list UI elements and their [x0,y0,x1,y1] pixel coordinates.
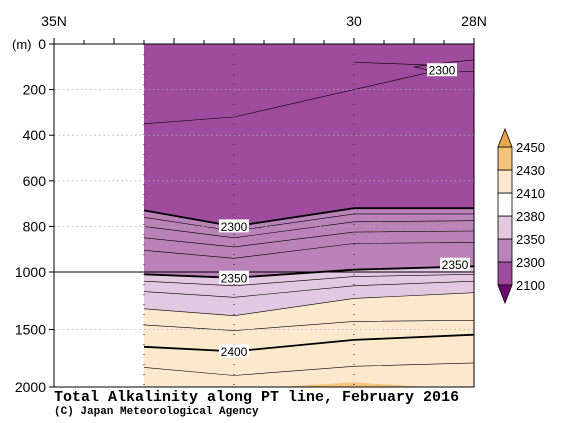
legend-swatch [497,192,513,217]
legend-label: 2430 [516,163,545,178]
contour-label: 2300 [219,219,249,234]
fill-band-2430 [276,382,426,387]
contour-2370 [143,280,475,298]
legend-label: 2380 [516,209,545,224]
contour-label-text: 2300 [221,220,248,234]
legend-arrow-bottom [497,284,513,305]
contour-label-text: 2350 [442,258,469,272]
contour-label-bg [219,270,249,284]
chart-title: Total Alkalinity along PT line, February… [54,389,460,406]
legend-swatch [497,169,513,194]
legend-swatch [497,146,513,171]
legend-label: 2410 [516,186,545,201]
legend-label: 2100 [516,278,545,293]
contour-label: 2300 [427,63,457,78]
color-legend: 2100 2300 2350 2380 2410 2430 2450 [497,127,545,305]
y-tick-label: 600 [23,173,47,189]
y-tick-label: 200 [23,82,47,98]
upper-contour-2290 [143,61,475,125]
contour-2400 [143,333,475,353]
contour-label-bg [219,344,249,358]
x-tick-label: 35N [41,13,67,29]
y-tick-label: 1000 [15,264,46,280]
contour-label-text: 2400 [221,345,248,359]
legend-label: 2300 [516,255,545,270]
y-tick-label: 800 [23,218,47,234]
y-tick-label: 2000 [15,379,46,395]
contour-label-bg [219,219,249,233]
contour-2380 [143,292,475,317]
x-tick-label: 30 [346,13,362,29]
contour-2340 [143,242,475,259]
y-axis: (m) 0 200 400 600 800 1000 1500 2000 [12,36,54,395]
legend-label: 2350 [516,232,545,247]
y-tick-label: 400 [23,127,47,143]
contour-2410 [143,362,475,376]
y-tick-label: 1500 [15,322,46,338]
fill-band-2410 [144,292,474,387]
credit-text: (C) Japan Meteorological Agency [54,406,259,418]
x-tick-label: 28N [461,13,487,29]
contour-2300 [143,207,474,228]
contour-label-text: 2300 [429,64,456,78]
legend-arrow-top [497,127,513,148]
legend-swatch [497,215,513,240]
contour-2330 [143,230,475,248]
contour-label: 2350 [219,270,249,285]
contour-label: 2350 [440,257,470,272]
x-axis: 35N 30 28N [41,13,487,44]
contour-2360 [143,274,475,287]
legend-swatch [497,238,513,263]
contour-2350 [143,265,475,279]
contour-label: 2400 [219,344,249,359]
legend-label: 2450 [516,140,545,155]
y-tick-label: 0 [38,36,46,52]
contour-label-bg [440,257,470,271]
contour-label-bg [427,63,457,77]
contour-label-text: 2350 [221,271,248,285]
contour-2390 [143,320,475,331]
contour-2320 [143,220,475,239]
contour-2310 [143,213,474,232]
y-unit-label: (m) [12,37,32,52]
legend-swatch [497,261,513,286]
contour-labels: 2300 2350 2350 2400 2300 [219,63,470,359]
